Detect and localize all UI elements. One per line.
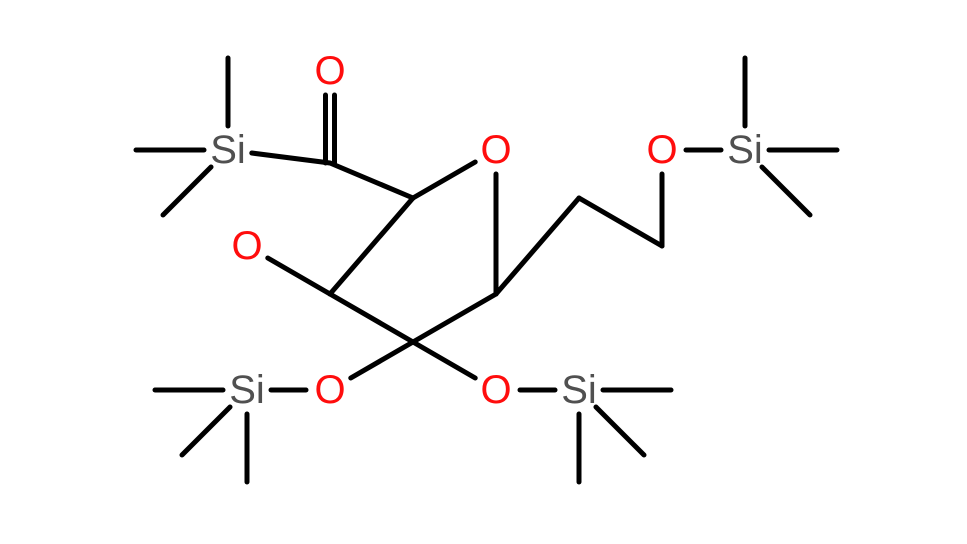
atom-o: O — [646, 130, 677, 170]
atom-o: O — [314, 370, 345, 410]
atom-o: O — [480, 370, 511, 410]
atom-si: Si — [727, 130, 763, 170]
atom-o: O — [480, 130, 511, 170]
atom-si: Si — [561, 370, 597, 410]
atom-o: O — [231, 226, 262, 266]
atom-si: Si — [229, 370, 265, 410]
atom-si: Si — [210, 130, 246, 170]
chemical-structure: O Si O O O Si O Si O Si — [0, 0, 967, 544]
bond-layer — [0, 0, 967, 544]
atom-o: O — [314, 51, 345, 91]
